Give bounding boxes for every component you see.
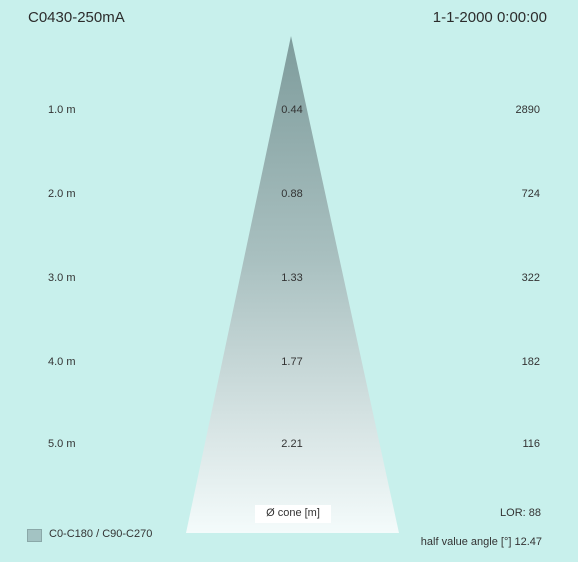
cone-shape: [186, 36, 399, 533]
distance-label: 1.0 m: [48, 104, 76, 116]
illuminance-value: 182: [521, 356, 540, 368]
half-value-angle: half value angle [°] 12.47: [420, 536, 542, 548]
illuminance-value: 724: [521, 188, 540, 200]
distance-label: 4.0 m: [48, 356, 76, 368]
illuminance-value: 322: [521, 272, 540, 284]
legend-label: C0-C180 / C90-C270: [49, 528, 153, 540]
cone-diameter-label: Ø cone [m]: [266, 507, 320, 519]
cone-diameter: 1.77: [281, 356, 303, 368]
distance-label: 5.0 m: [48, 438, 76, 450]
cone-diameter: 2.21: [281, 438, 303, 450]
cone-diameter: 0.88: [281, 188, 303, 200]
lor-value: LOR: 88: [500, 507, 541, 519]
illuminance-value: 2890: [515, 104, 540, 116]
distance-label: 2.0 m: [48, 188, 76, 200]
legend-swatch: [27, 529, 42, 542]
cone-label-background: [255, 505, 331, 523]
cone-diameter: 1.33: [281, 272, 303, 284]
cone-diameter: 0.44: [281, 104, 303, 116]
timestamp: 1-1-2000 0:00:00: [432, 9, 547, 26]
illuminance-value: 116: [522, 438, 540, 450]
distance-label: 3.0 m: [48, 272, 76, 284]
luminaire-title: C0430-250mA: [28, 9, 125, 26]
